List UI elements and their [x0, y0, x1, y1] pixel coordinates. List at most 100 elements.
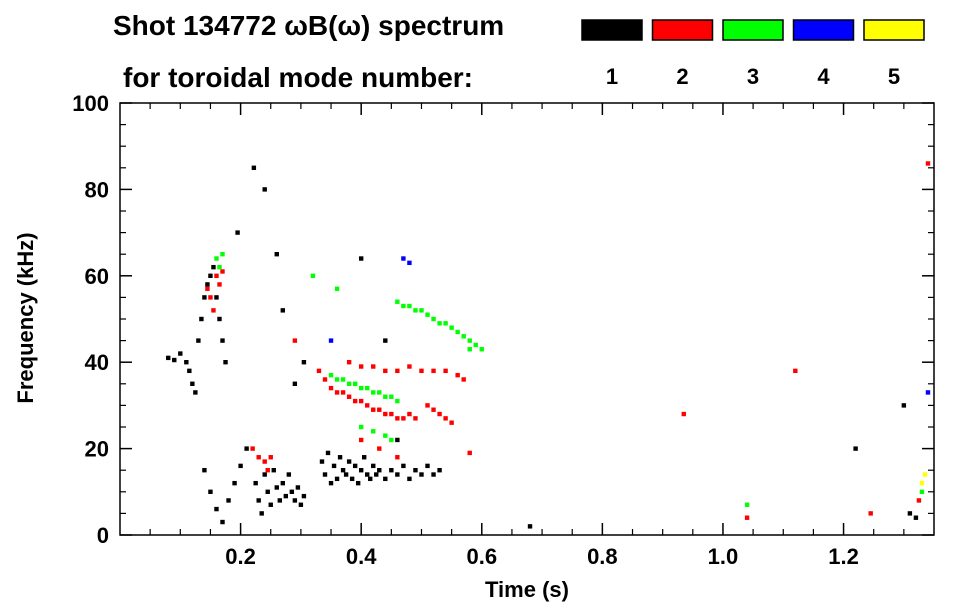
legend-label-1: 1	[606, 64, 618, 89]
data-point	[425, 403, 430, 408]
data-point	[316, 368, 322, 374]
data-point	[322, 377, 328, 382]
data-point	[334, 390, 340, 395]
data-point	[265, 489, 270, 494]
y-tick-label: 80	[85, 177, 109, 202]
data-point	[443, 416, 448, 421]
mode-number-legend: 1 2 3 4 5	[581, 19, 925, 89]
data-point	[346, 381, 352, 386]
data-point	[395, 437, 400, 443]
data-point	[407, 476, 412, 482]
data-point	[395, 299, 400, 304]
data-point	[343, 472, 349, 477]
data-point	[419, 368, 424, 374]
data-point	[371, 407, 376, 412]
data-point	[925, 390, 931, 395]
data-point	[301, 360, 307, 365]
data-point	[413, 468, 418, 473]
data-point	[407, 260, 412, 266]
data-point	[214, 506, 219, 512]
data-point	[374, 472, 379, 477]
data-point	[259, 511, 264, 516]
data-point	[395, 472, 400, 477]
data-point	[298, 502, 304, 507]
plot-frame	[119, 102, 935, 536]
data-point	[346, 394, 352, 399]
data-point	[187, 368, 192, 374]
data-point	[184, 360, 189, 365]
x-tick-label: 1.2	[828, 544, 859, 569]
data-point	[178, 351, 183, 356]
legend-label-2: 2	[676, 64, 688, 89]
data-point	[310, 273, 316, 278]
data-point	[292, 381, 298, 386]
data-point	[352, 381, 358, 386]
data-point	[220, 338, 225, 343]
data-point	[262, 187, 267, 192]
data-point	[286, 472, 292, 477]
data-point	[479, 347, 484, 352]
data-point	[244, 446, 249, 451]
legend-swatch-4	[792, 19, 855, 41]
data-point	[292, 498, 298, 503]
data-point	[395, 368, 400, 374]
data-point	[437, 321, 442, 326]
data-point	[322, 472, 328, 477]
data-point	[346, 360, 352, 365]
data-point	[431, 472, 436, 477]
data-point	[413, 416, 418, 421]
data-point	[431, 368, 436, 374]
data-point	[362, 455, 367, 460]
data-point	[916, 498, 922, 503]
data-point	[395, 455, 400, 460]
data-point	[467, 347, 472, 352]
data-point	[358, 364, 364, 369]
data-point	[328, 372, 334, 378]
data-point	[334, 286, 340, 291]
x-tick-label: 0.6	[466, 544, 497, 569]
data-point	[352, 398, 358, 404]
x-tick-label: 0.2	[225, 544, 256, 569]
data-point	[217, 316, 222, 322]
data-point	[208, 295, 213, 300]
data-point	[325, 450, 331, 456]
data-point	[251, 165, 257, 170]
data-point	[355, 480, 361, 486]
data-point	[368, 476, 373, 482]
data-point	[220, 519, 225, 525]
data-point	[358, 256, 364, 261]
data-point	[358, 398, 364, 404]
legend-label-4: 4	[817, 64, 830, 89]
data-point	[328, 480, 334, 486]
data-point	[449, 420, 454, 425]
data-point	[328, 338, 334, 343]
x-axis-title: Time (s)	[485, 577, 569, 602]
data-point	[211, 308, 216, 313]
data-point	[232, 480, 237, 486]
data-point	[235, 230, 240, 235]
data-point	[358, 424, 364, 430]
data-point	[437, 411, 442, 417]
data-point	[190, 381, 195, 386]
data-point	[256, 498, 261, 503]
data-point	[331, 463, 337, 469]
data-point	[365, 472, 370, 477]
data-point	[340, 390, 346, 395]
data-point	[461, 334, 466, 339]
data-point	[383, 394, 388, 399]
data-point	[419, 472, 424, 477]
data-point	[352, 463, 358, 469]
data-point	[467, 338, 472, 343]
data-point	[413, 308, 418, 313]
data-point	[473, 342, 478, 348]
y-tick-label: 40	[85, 350, 109, 375]
data-point	[793, 368, 798, 374]
data-point	[220, 269, 225, 274]
data-point	[220, 252, 225, 257]
data-point	[211, 264, 216, 270]
y-tick-label: 60	[85, 264, 109, 289]
data-point	[377, 468, 382, 473]
data-point	[334, 377, 340, 382]
data-point	[443, 368, 448, 374]
